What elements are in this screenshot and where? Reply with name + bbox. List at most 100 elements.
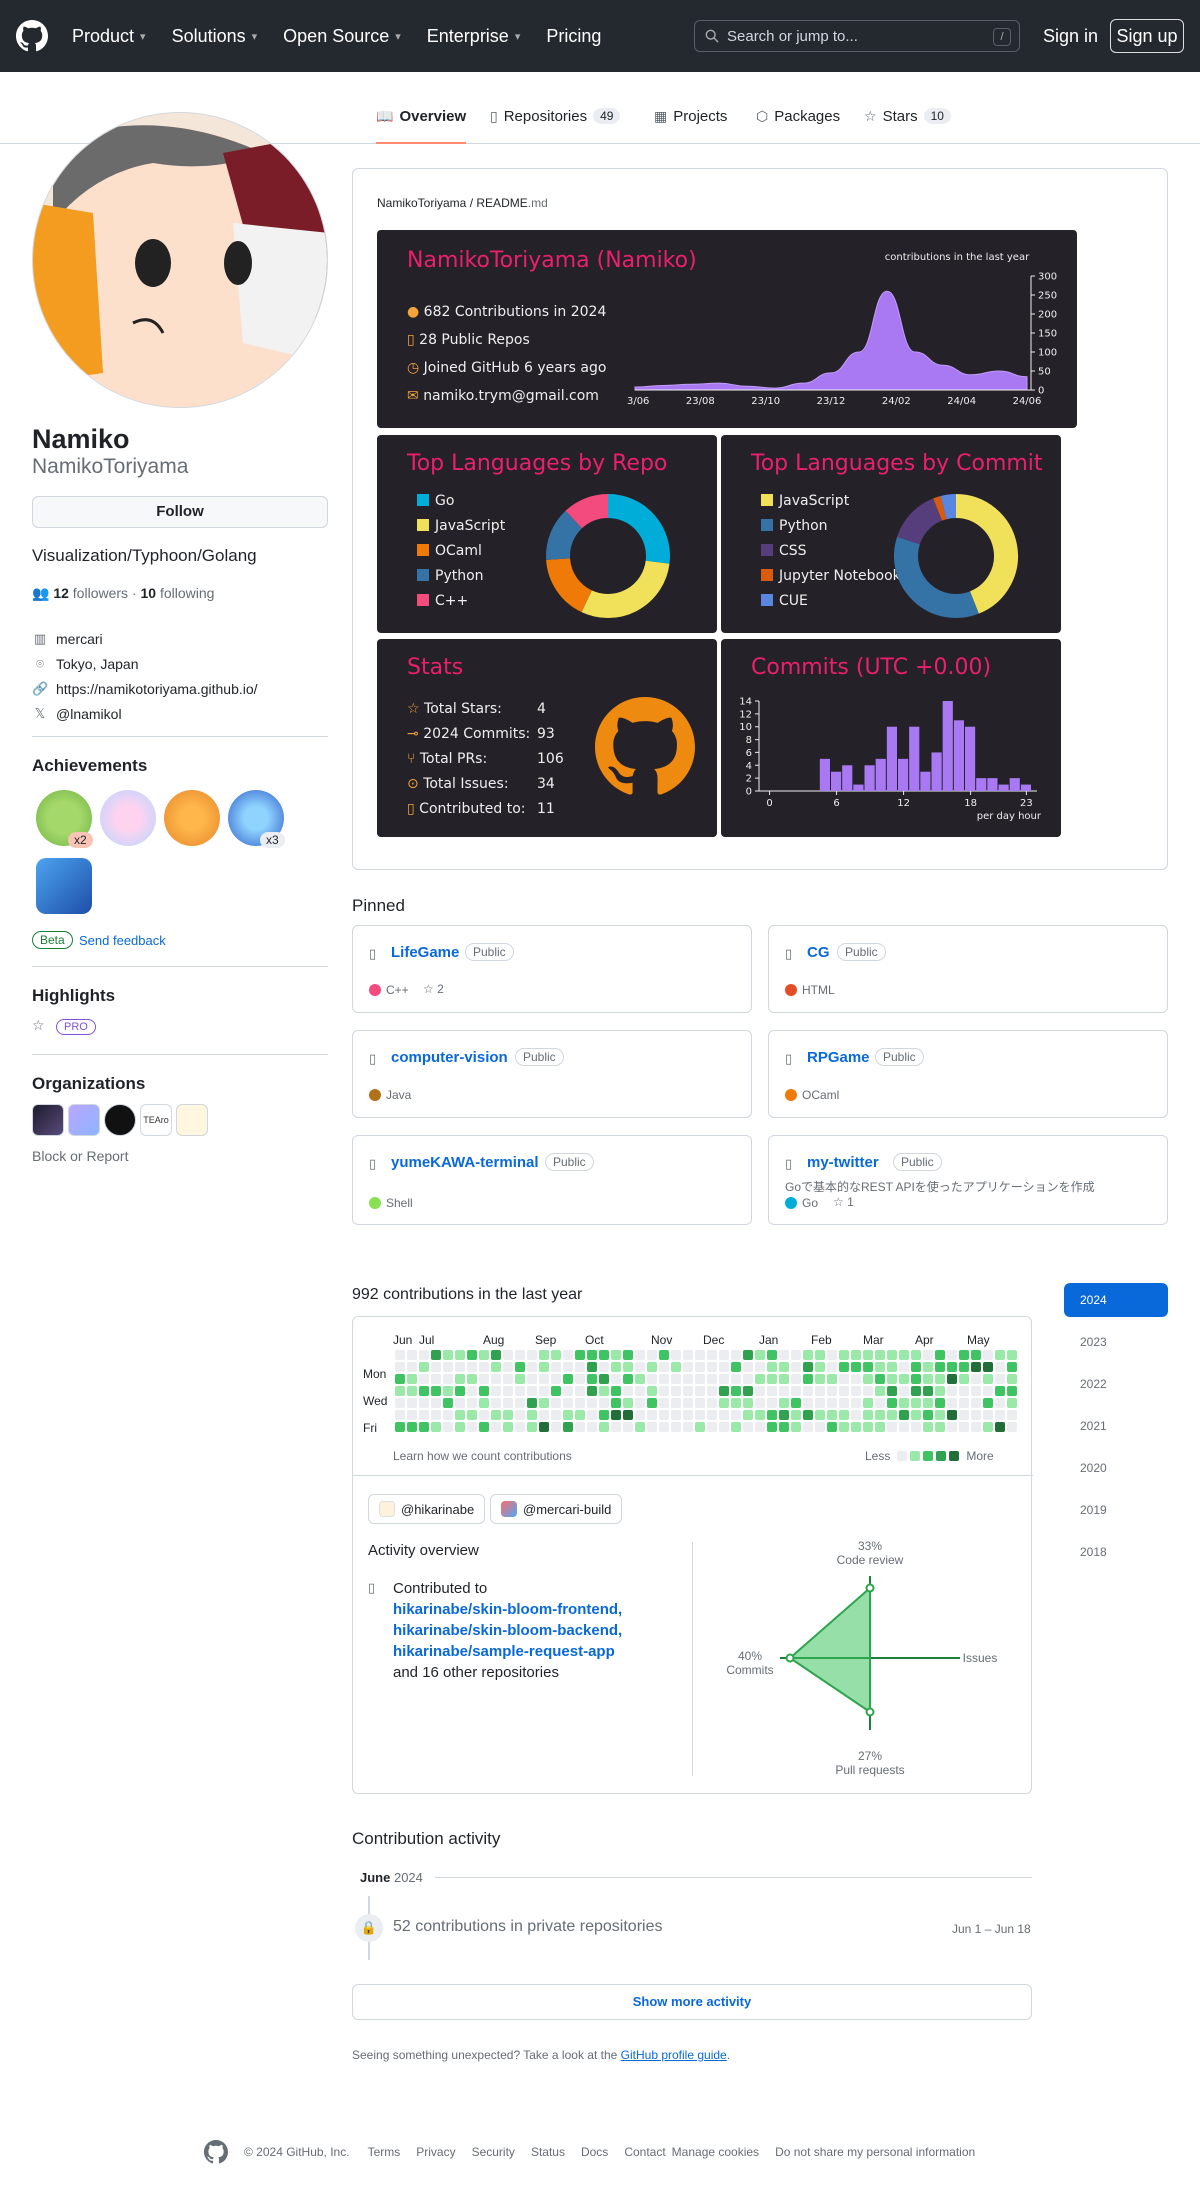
year-2019-button[interactable]: 2019 [1080, 1503, 1107, 1517]
contribution-day [563, 1422, 573, 1432]
vcard-website[interactable]: 🔗 https://namikotoriyama.github.io/ [32, 676, 258, 701]
tab-repositories[interactable]: ▯ Repositories 49 [490, 108, 621, 144]
organizations-heading: Organizations [32, 1074, 146, 1093]
contribution-day [431, 1362, 441, 1372]
visibility-badge: Public [515, 1048, 564, 1066]
contribution-day [923, 1398, 933, 1408]
year-2018-button[interactable]: 2018 [1080, 1545, 1107, 1559]
area-chart-title: contributions in the last year [885, 252, 1030, 263]
activity-month-header: June 2024 [360, 1870, 1032, 1885]
show-more-activity-button[interactable]: Show more activity [352, 1984, 1032, 2020]
location-icon: ⌾ [36, 655, 44, 671]
contribution-day [839, 1350, 849, 1360]
footer-link-docs[interactable]: Docs [580, 2145, 609, 2159]
contribution-day [731, 1410, 741, 1420]
following-link[interactable]: 10 following [141, 585, 215, 601]
nav-open-source[interactable]: Open Source ▾ [283, 26, 401, 47]
follow-button[interactable]: Follow [32, 496, 328, 528]
contributed-repo-link[interactable]: hikarinabe/sample-request-app [393, 1643, 615, 1660]
year-2021-button[interactable]: 2021 [1080, 1419, 1107, 1433]
contributed-to-list: Contributed to hikarinabe/skin-bloom-fro… [393, 1578, 693, 1683]
footer-link-security[interactable]: Security [471, 2145, 515, 2159]
repo-stars[interactable]: ☆ 2 [423, 982, 444, 996]
website-link[interactable]: https://namikotoriyama.github.io/ [56, 680, 258, 697]
send-feedback-link[interactable]: Send feedback [79, 933, 166, 948]
footer-link-terms[interactable]: Terms [367, 2145, 401, 2159]
organization-avatar[interactable] [104, 1104, 136, 1136]
search-input[interactable]: Search or jump to... / [694, 20, 1020, 52]
contribution-day [395, 1362, 405, 1372]
contribution-day [503, 1362, 513, 1372]
contribution-day [587, 1362, 597, 1372]
contribution-day [959, 1374, 969, 1384]
contribution-day [515, 1410, 525, 1420]
contributed-repo-link[interactable]: hikarinabe/skin-bloom-frontend, [393, 1601, 623, 1618]
x-tick-label: 23/06 [627, 396, 649, 407]
vcard-twitter[interactable]: 𝕏 @lnamikol [32, 701, 258, 726]
contribution-day [899, 1422, 909, 1432]
sign-in-link[interactable]: Sign in [1043, 26, 1099, 46]
org-filter-hikarinabe[interactable]: @hikarinabe [368, 1494, 486, 1524]
contribution-day [419, 1374, 429, 1384]
tab-packages[interactable]: ⬡ Packages [756, 108, 840, 144]
footer-link-contact[interactable]: Contact [624, 2145, 666, 2159]
organization-avatar[interactable] [68, 1104, 100, 1136]
achievement-yolo-badge[interactable] [100, 790, 156, 846]
contribution-day [563, 1362, 573, 1372]
pinned-repo-link[interactable]: computer-vision [391, 1049, 508, 1066]
profile-name: Namiko [32, 424, 130, 454]
tab-stars[interactable]: ☆ Stars 10 [864, 108, 951, 144]
achievement-quickdraw-badge[interactable] [164, 790, 220, 846]
block-or-report-link[interactable]: Block or Report [32, 1148, 129, 1164]
repo-stars[interactable]: ☆ 1 [833, 1195, 854, 1209]
pinned-repo-link[interactable]: yumeKAWA-terminal [391, 1154, 539, 1171]
nav-solutions[interactable]: Solutions ▾ [172, 26, 258, 47]
contribution-day [659, 1362, 669, 1372]
tab-projects[interactable]: ▦ Projects [654, 108, 727, 144]
contribution-day [587, 1374, 597, 1384]
tab-overview[interactable]: 📖 Overview [376, 108, 467, 144]
org-filter-mercari-build[interactable]: @mercari-build [490, 1494, 623, 1524]
year-2024-button[interactable]: 2024 [1064, 1283, 1168, 1317]
contribution-day [539, 1362, 549, 1372]
footer-link-status[interactable]: Status [530, 2145, 565, 2159]
year-2023-button[interactable]: 2023 [1080, 1335, 1107, 1349]
organization-avatar[interactable] [32, 1104, 64, 1136]
readme-owner-link[interactable]: NamikoToriyama [377, 196, 467, 210]
footer-link-privacy[interactable]: Privacy [416, 2145, 456, 2159]
contribution-day [407, 1362, 417, 1372]
repo-description: Goで基本的なREST APIを使ったアプリケーションを作成 [785, 1180, 1095, 1194]
contribution-day [467, 1410, 477, 1420]
tab-label: Overview [399, 108, 467, 125]
profile-guide-link[interactable]: GitHub profile guide [620, 2048, 727, 2062]
contribution-day [443, 1398, 453, 1408]
year-2020-button[interactable]: 2020 [1080, 1461, 1107, 1475]
followers-link[interactable]: 12 followers [53, 585, 128, 601]
radar-label: Commits [726, 1663, 773, 1677]
year-2022-button[interactable]: 2022 [1080, 1377, 1107, 1391]
pinned-repo-link[interactable]: my-twitter [807, 1154, 879, 1171]
github-logo-icon[interactable] [16, 20, 48, 52]
legend-swatch [417, 594, 429, 606]
nav-product[interactable]: Product ▾ [72, 26, 146, 47]
organization-avatar[interactable]: TEAro [140, 1104, 172, 1136]
pinned-repo-link[interactable]: CG [807, 944, 830, 961]
donut-slice [607, 494, 670, 564]
nav-enterprise[interactable]: Enterprise ▾ [427, 26, 521, 47]
learn-contributions-link[interactable]: Learn how we count contributions [393, 1449, 572, 1463]
contribution-day [947, 1398, 957, 1408]
pinned-repo-link[interactable]: RPGame [807, 1049, 870, 1066]
contribution-grid [395, 1350, 1017, 1432]
contribution-day [1007, 1398, 1017, 1408]
contributed-repo-link[interactable]: hikarinabe/skin-bloom-backend, [393, 1622, 623, 1639]
nav-pricing[interactable]: Pricing [546, 26, 601, 47]
legend-label: Jupyter Notebook [779, 568, 901, 584]
organization-avatar[interactable] [176, 1104, 208, 1136]
pinned-repo-link[interactable]: LifeGame [391, 944, 460, 961]
twitter-link[interactable]: @lnamikol [56, 705, 122, 722]
github-logo-icon[interactable] [204, 2140, 228, 2164]
achievement-arctic-vault-badge[interactable] [36, 858, 92, 914]
footer-link-do-not-share[interactable]: Do not share my personal information [775, 2145, 976, 2159]
sign-up-button[interactable]: Sign up [1110, 19, 1184, 53]
footer-link-cookies[interactable]: Manage cookies [671, 2145, 760, 2159]
